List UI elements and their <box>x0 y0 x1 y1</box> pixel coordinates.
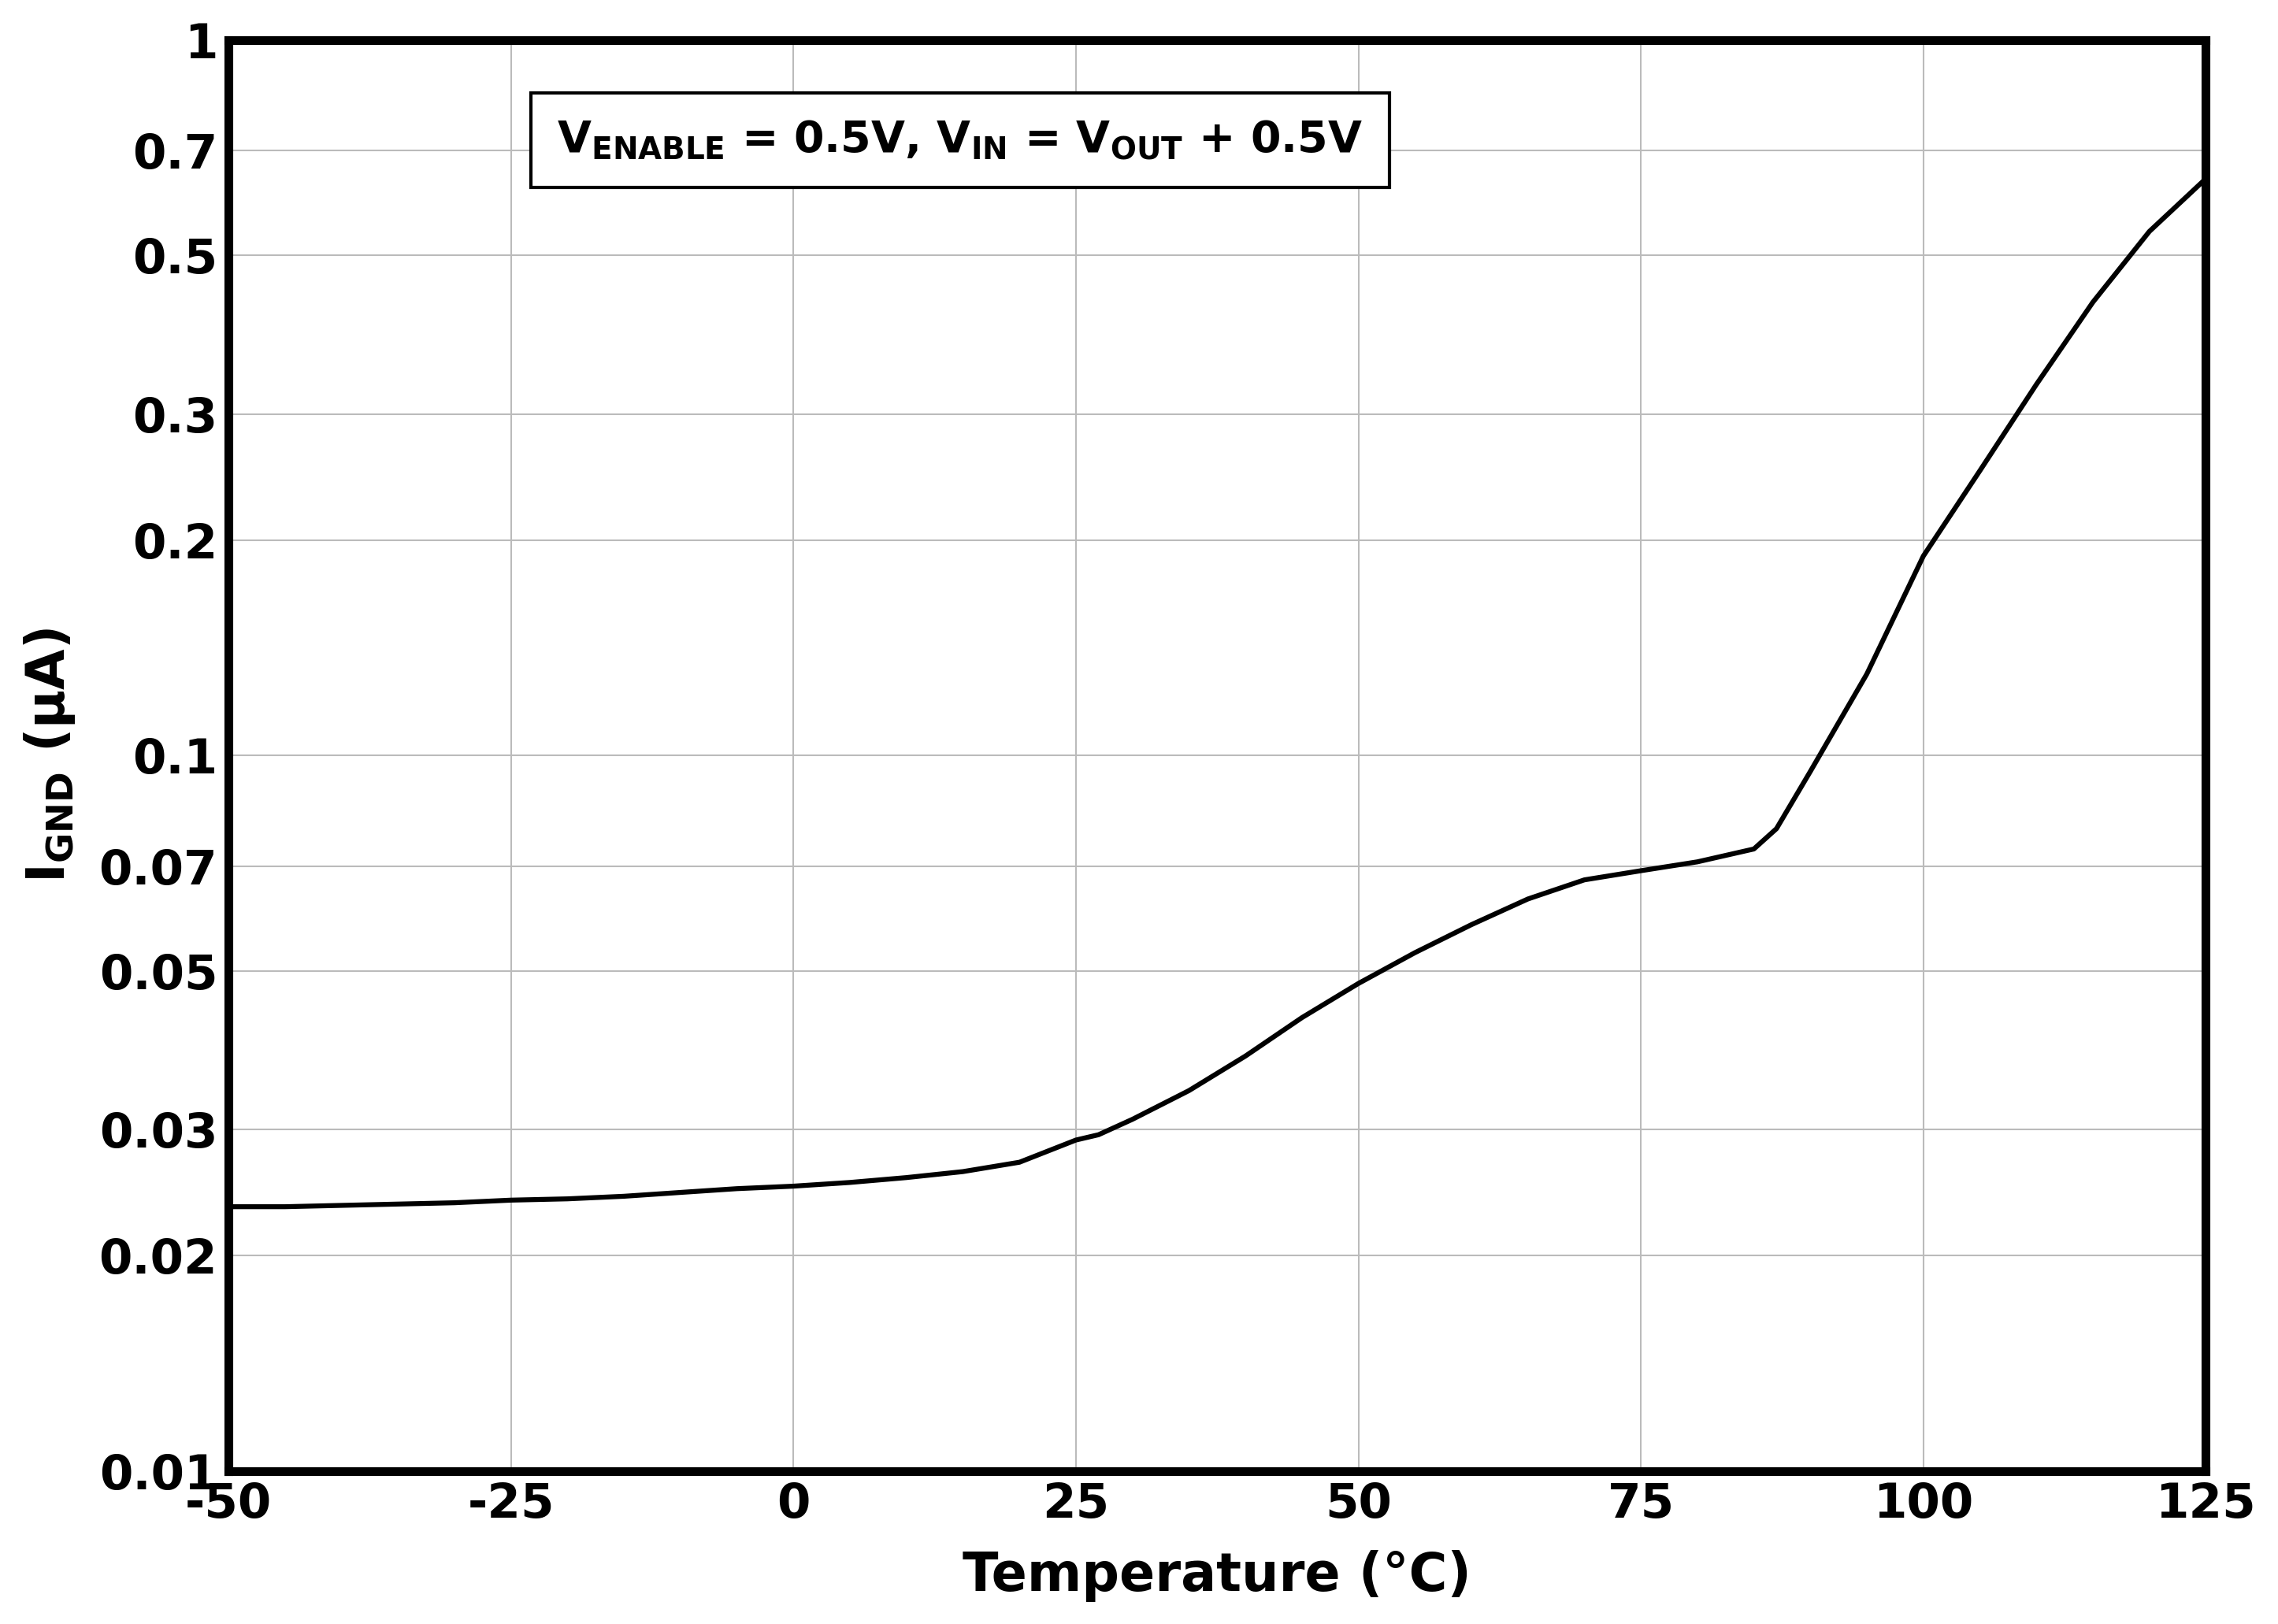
X-axis label: Temperature (°C): Temperature (°C) <box>964 1551 1472 1603</box>
Text: $\mathregular{V_{ENABLE}}$ = 0.5V, $\mathregular{V_{IN}}$ = $\mathregular{V_{OUT: $\mathregular{V_{ENABLE}}$ = 0.5V, $\mat… <box>558 119 1362 161</box>
Y-axis label: I$_\mathregular{GND}$ (μA): I$_\mathregular{GND}$ (μA) <box>23 628 77 883</box>
